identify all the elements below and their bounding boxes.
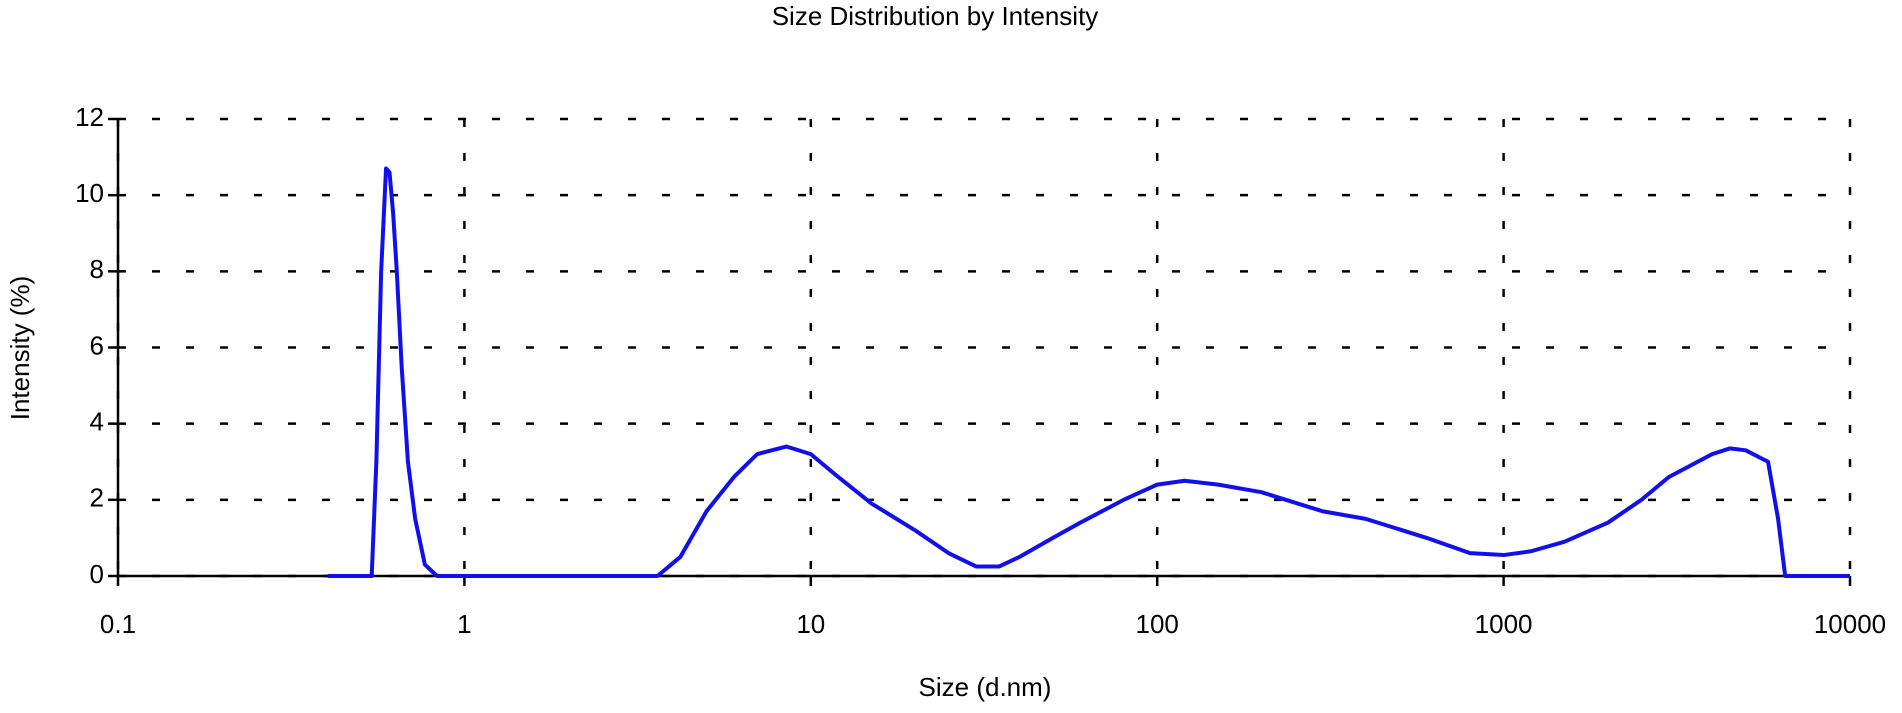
y-tick-label: 10 bbox=[75, 178, 104, 208]
y-tick-label: 6 bbox=[90, 330, 104, 360]
y-tick-label: 4 bbox=[90, 407, 104, 437]
x-tick-label: 10 bbox=[796, 609, 825, 639]
x-tick-label: 0.1 bbox=[100, 609, 136, 639]
y-axis-label: Intensity (%) bbox=[5, 276, 35, 421]
x-axis-label: Size (d.nm) bbox=[919, 672, 1052, 702]
x-tick-label: 1000 bbox=[1475, 609, 1533, 639]
data-line bbox=[327, 166, 1850, 578]
y-tick-label: 2 bbox=[90, 483, 104, 513]
y-tick-label: 12 bbox=[75, 102, 104, 132]
x-tick-label: 1 bbox=[457, 609, 471, 639]
y-tick-label: 0 bbox=[90, 559, 104, 589]
x-tick-label: 100 bbox=[1136, 609, 1179, 639]
y-tick-label: 8 bbox=[90, 254, 104, 284]
x-tick-label: 10000 bbox=[1814, 609, 1886, 639]
chart-title: Size Distribution by Intensity bbox=[772, 1, 1099, 31]
